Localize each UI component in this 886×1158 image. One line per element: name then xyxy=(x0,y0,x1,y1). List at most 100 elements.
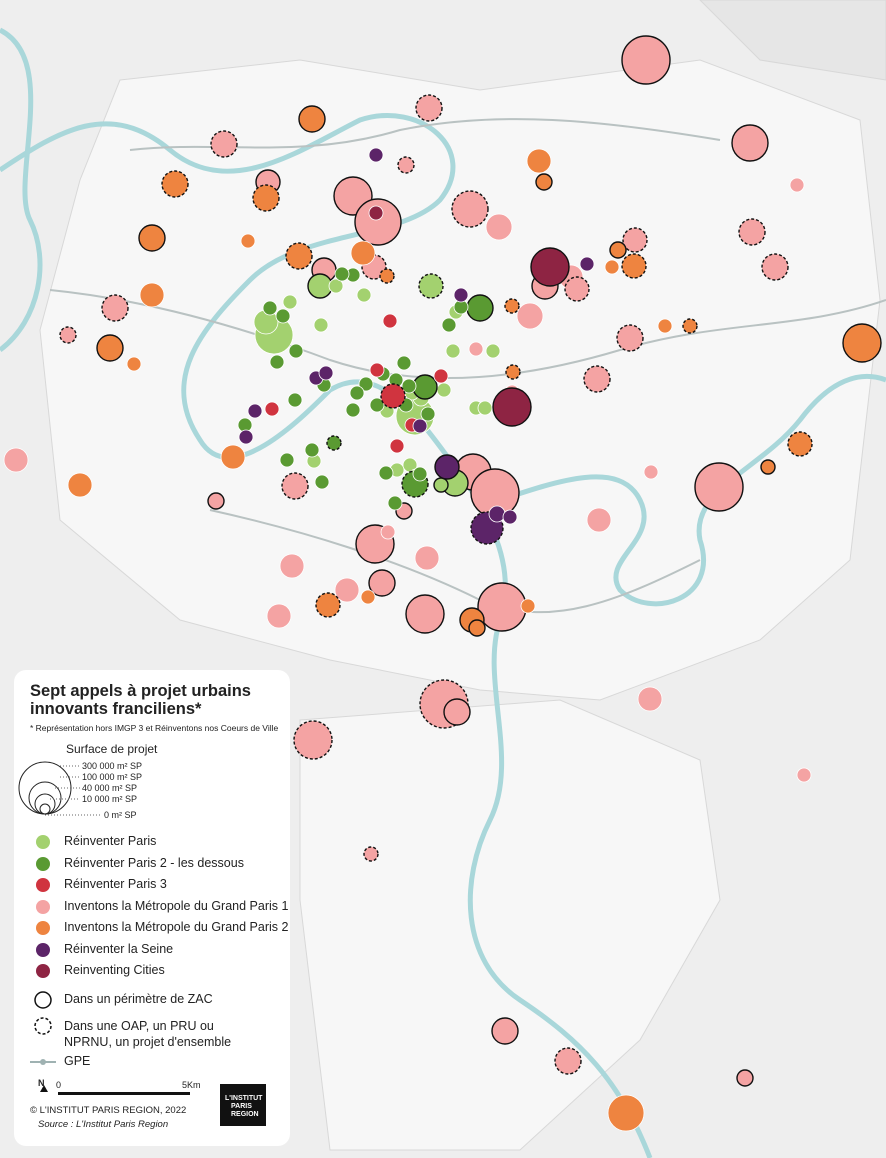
size-label: 40 000 m² SP xyxy=(82,783,138,793)
zac-label: Dans un périmètre de ZAC xyxy=(64,992,213,1006)
size-label: 10 000 m² SP xyxy=(82,794,138,804)
legend-label: Inventons la Métropole du Grand Paris 1 xyxy=(64,898,289,913)
project-circle xyxy=(313,317,329,333)
project-circle xyxy=(505,364,521,380)
logo-line: REGION xyxy=(231,1111,259,1118)
project-circle xyxy=(453,287,469,303)
project-circle xyxy=(731,124,769,162)
project-circle xyxy=(264,401,280,417)
project-circle xyxy=(304,442,320,458)
project-circle xyxy=(356,287,372,303)
rivers xyxy=(0,27,886,1158)
source: Source : L'Institut Paris Region xyxy=(38,1119,169,1130)
project-circle xyxy=(586,507,612,533)
legend-swatch xyxy=(36,835,50,849)
project-circle xyxy=(220,444,246,470)
legend-label: Inventons la Métropole du Grand Paris 2 xyxy=(64,920,289,934)
project-circle xyxy=(607,1094,645,1132)
legend-swatch xyxy=(36,942,50,957)
project-circle xyxy=(738,218,766,246)
project-circle xyxy=(491,1017,519,1045)
project-circle xyxy=(387,495,403,511)
logo: L'INSTITUT PARIS REGION xyxy=(225,1095,262,1119)
legend-label: Reinventing Cities xyxy=(64,963,165,977)
project-circle xyxy=(139,282,165,308)
project-circle xyxy=(554,1047,582,1075)
project-circle xyxy=(161,170,189,198)
legend-title: Sept appels à projet urbains innovants f… xyxy=(30,682,251,718)
project-circle xyxy=(504,298,520,314)
project-circle xyxy=(787,431,813,457)
legend-swatch xyxy=(36,964,50,978)
project-circle xyxy=(360,589,376,605)
project-circle xyxy=(328,278,344,294)
project-circle xyxy=(354,198,402,246)
project-circle xyxy=(415,94,443,122)
project-circle xyxy=(262,300,278,316)
project-circle xyxy=(736,1069,754,1087)
logo-line: L'INSTITUT xyxy=(225,1095,263,1102)
project-circle xyxy=(451,190,489,228)
logo-line: PARIS xyxy=(231,1103,252,1110)
project-circle xyxy=(207,492,225,510)
project-circle xyxy=(443,698,471,726)
project-circle xyxy=(315,592,341,618)
size-label: 100 000 m² SP xyxy=(82,772,143,782)
project-circle xyxy=(59,326,77,344)
project-circle xyxy=(418,273,444,299)
project-circle xyxy=(334,266,350,282)
land xyxy=(39,0,886,1151)
project-circle xyxy=(126,356,142,372)
project-circle xyxy=(441,317,457,333)
project-circle xyxy=(761,253,789,281)
project-circle xyxy=(138,224,166,252)
project-circle xyxy=(637,686,663,712)
project-circle xyxy=(96,334,124,362)
project-circle xyxy=(326,435,342,451)
project-circle xyxy=(535,173,553,191)
project-circle xyxy=(842,323,882,363)
project-circle xyxy=(526,148,552,174)
legend-swatch xyxy=(36,899,50,914)
project-circle xyxy=(405,594,445,634)
project-circle xyxy=(516,302,544,330)
project-circle xyxy=(433,368,449,384)
project-circle xyxy=(287,392,303,408)
project-circle xyxy=(579,256,595,272)
scale-start: 0 xyxy=(56,1080,62,1090)
project-circle xyxy=(488,505,506,523)
project-circle xyxy=(101,294,129,322)
project-circle xyxy=(466,294,494,322)
project-circle xyxy=(379,268,395,284)
size-label: 0 m² SP xyxy=(104,810,137,820)
project-circle xyxy=(682,318,698,334)
legend-swatch xyxy=(36,878,50,892)
project-circle xyxy=(396,355,412,371)
north: N xyxy=(38,1078,45,1088)
legend-label: Réinventer Paris xyxy=(64,834,157,848)
project-circle xyxy=(796,767,812,783)
project-circle xyxy=(583,365,611,393)
project-circle xyxy=(604,259,620,275)
project-circle xyxy=(397,156,415,174)
project-circle xyxy=(67,472,93,498)
project-circle xyxy=(368,569,396,597)
project-circle xyxy=(279,553,305,579)
size-label: 300 000 m² SP xyxy=(82,761,143,771)
legend-label: Réinventer Paris 3 xyxy=(64,877,167,891)
project-circle xyxy=(210,130,238,158)
project-circle xyxy=(492,387,532,427)
legend-note: * Représentation hors IMGP 3 et Réinvent… xyxy=(30,723,279,733)
project-circle xyxy=(530,247,570,287)
project-circle xyxy=(368,147,384,163)
gpe-label: GPE xyxy=(64,1054,91,1068)
project-circle xyxy=(350,240,376,266)
project-circle xyxy=(240,233,256,249)
project-circle xyxy=(643,464,659,480)
project-circle xyxy=(477,582,527,632)
project-circle xyxy=(485,213,513,241)
project-circle xyxy=(760,459,776,475)
project-circle xyxy=(502,509,518,525)
